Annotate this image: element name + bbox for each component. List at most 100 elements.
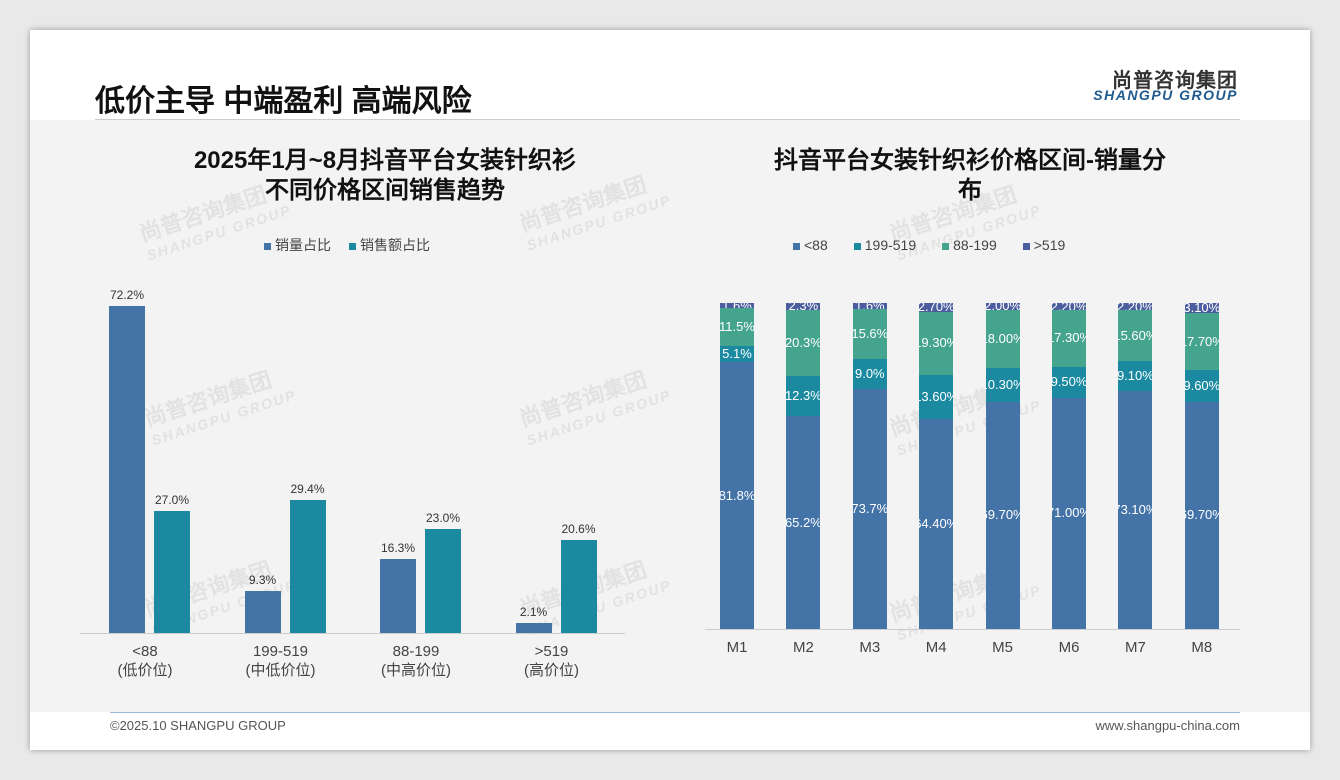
data-label: 9.0%	[854, 366, 885, 382]
right-legend: <88 199-519 88-199 >519	[793, 237, 1065, 253]
stacked-segment: 3.10%	[1184, 302, 1219, 313]
stacked-segment: 2.3%	[786, 302, 821, 311]
stacked-segment: 2.70%	[919, 303, 954, 312]
legend-label: 88-199	[953, 237, 997, 253]
data-label: 20.6%	[561, 521, 596, 536]
bar	[154, 510, 190, 633]
legend-item: >519	[1022, 237, 1066, 253]
legend-label: 销量占比	[275, 237, 331, 253]
left-chart-title-line1: 2025年1月~8月抖音平台女装针织衫	[193, 147, 577, 174]
stacked-segment: 12.3%	[786, 376, 821, 417]
data-label: 17.30%	[1052, 330, 1086, 346]
stacked-segment: 71.00%	[1052, 397, 1086, 629]
stacked-segment: 64.40%	[919, 419, 954, 629]
bar	[560, 539, 597, 633]
data-label: 23.0%	[425, 510, 461, 525]
data-label: 64.40%	[919, 516, 953, 532]
page-title: 低价主导 中端盈利 高端风险	[95, 85, 472, 118]
stacked-segment: 20.3%	[786, 310, 821, 377]
data-label: 13.60%	[919, 388, 953, 404]
x-tick-label: M6	[1058, 639, 1080, 656]
x-tick-sublabel: (中高价位)	[381, 662, 451, 679]
bar	[380, 559, 416, 633]
data-label: 2.00%	[986, 303, 1020, 310]
x-tick-label: M1	[726, 639, 748, 656]
logo-cn: 尚普咨询集团	[1112, 70, 1238, 92]
x-tick-label: <88	[132, 643, 158, 660]
stacked-segment: 9.50%	[1052, 366, 1086, 398]
stacked-segment: 18.00%	[985, 309, 1020, 369]
content-panel	[30, 120, 1310, 712]
x-tick-label: M5	[992, 639, 1014, 656]
logo-en: SHANGPU GROUP	[1093, 87, 1238, 103]
legend-item: 销售额占比	[349, 235, 430, 255]
left-axis-line	[80, 633, 625, 634]
stacked-segment: 15.6%	[852, 308, 887, 360]
stacked-segment: 73.7%	[852, 388, 887, 629]
x-tick-label: M2	[792, 639, 814, 656]
stacked-segment: 69.70%	[985, 401, 1020, 629]
stacked-segment: 1.6%	[852, 303, 887, 309]
data-label: 11.5%	[720, 318, 754, 334]
right-axis-line	[705, 629, 1240, 630]
legend-item: <88	[793, 237, 828, 253]
stacked-segment: 13.60%	[919, 374, 954, 420]
x-tick-sublabel: (低价位)	[117, 662, 173, 679]
stacked-segment: 2.00%	[985, 303, 1020, 310]
data-label: 20.3%	[786, 335, 821, 351]
left-legend: 销量占比 销售额占比	[264, 235, 430, 255]
data-label: 73.7%	[852, 500, 887, 516]
right-chart-title-line2: 布	[958, 177, 982, 204]
stacked-segment: 2.20%	[1052, 303, 1086, 311]
data-label: 10.30%	[986, 376, 1020, 392]
data-label: 2.3%	[789, 303, 819, 310]
x-tick-label: 88-199	[392, 643, 440, 660]
data-label: 71.00%	[1052, 505, 1086, 521]
x-tick-label: M7	[1124, 639, 1146, 656]
x-tick-label: >519	[534, 643, 569, 660]
bar	[425, 528, 461, 633]
bar	[244, 590, 281, 633]
data-label: 19.30%	[919, 335, 953, 351]
stacked-segment: 69.70%	[1184, 401, 1219, 629]
legend-label: 199-519	[864, 237, 917, 253]
divider	[95, 119, 1240, 120]
stacked-segment: 17.30%	[1052, 310, 1086, 367]
data-label: 29.4%	[290, 481, 325, 496]
stacked-segment: 10.30%	[985, 368, 1020, 402]
data-label: 9.3%	[248, 572, 277, 587]
stacked-segment: 15.60%	[1118, 310, 1153, 362]
data-label: 69.70%	[986, 507, 1020, 523]
data-label: 18.00%	[986, 330, 1020, 346]
data-label: 81.8%	[720, 487, 754, 503]
stacked-segment: 81.8%	[720, 362, 754, 629]
bar	[109, 306, 145, 633]
footer-line	[110, 712, 1240, 713]
legend-label: >519	[1033, 237, 1066, 253]
right-chart-title: 抖音平台女装针织衫价格区间-销量分 布	[710, 146, 1230, 206]
footer-website[interactable]: www.shangpu-china.com	[1095, 718, 1240, 733]
left-chart-title: 2025年1月~8月抖音平台女装针织衫 不同价格区间销售趋势	[90, 146, 680, 206]
data-label: 15.60%	[1118, 327, 1152, 343]
legend-item: 销量占比	[264, 235, 331, 255]
legend-item: 88-199	[942, 237, 997, 253]
data-label: 73.10%	[1118, 501, 1152, 517]
stacked-segment: 11.5%	[720, 308, 754, 346]
stacked-segment: 17.70%	[1184, 312, 1219, 371]
data-label: 72.2%	[109, 288, 145, 302]
stacked-segment: 9.10%	[1118, 361, 1153, 391]
stacked-segment: 65.2%	[786, 416, 821, 629]
data-label: 9.60%	[1184, 378, 1219, 394]
x-tick-label: M8	[1191, 639, 1213, 656]
x-tick-sublabel: (中低价位)	[245, 662, 316, 679]
x-tick-label: M4	[925, 639, 947, 656]
data-label: 69.70%	[1185, 507, 1219, 523]
data-label: 5.1%	[722, 346, 752, 362]
data-label: 2.20%	[1118, 303, 1152, 310]
data-label: 2.20%	[1052, 303, 1086, 310]
legend-label: 销售额占比	[360, 237, 430, 253]
footer-copyright: ©2025.10 SHANGPU GROUP	[110, 718, 286, 733]
data-label: 12.3%	[786, 388, 821, 404]
stacked-segment: 19.30%	[919, 311, 954, 375]
right-chart-title-line1: 抖音平台女装针织衫价格区间-销量分	[774, 147, 1166, 174]
